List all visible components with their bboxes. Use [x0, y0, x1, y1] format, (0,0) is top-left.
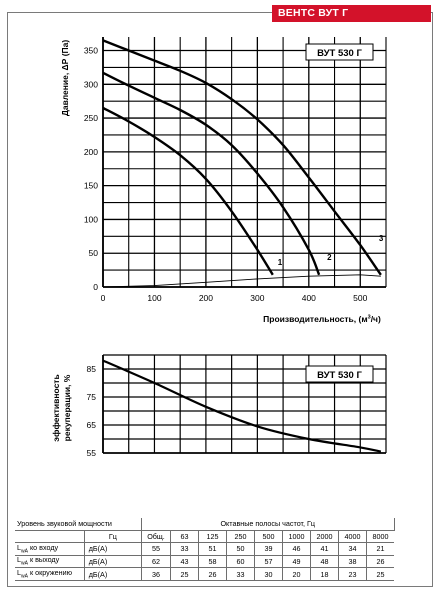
y-tick-label: 150: [84, 181, 98, 191]
y-tick-label: 85: [87, 364, 97, 374]
x-tick-label: 100: [147, 293, 161, 303]
table-cell: 46: [282, 542, 311, 556]
table-cell: 26: [198, 567, 227, 581]
table-row: LwA ко входу дБ(А) 55 33 51 50 39 46 41 34 21: [15, 542, 394, 556]
pressure-chart: 1 2 3 0 50 100 150 200 250 300 350 0 100 200 300 400 50…: [60, 37, 387, 324]
model-label-box: [305, 365, 374, 383]
system-curve: [102, 274, 381, 288]
table-cell: 41: [310, 542, 339, 556]
col-header: 8000: [366, 529, 394, 544]
unit-header: Гц: [83, 529, 143, 544]
table-cell: 39: [254, 542, 283, 556]
x-axis-label-part: Производительность, (м: [263, 314, 367, 324]
y-tick-label: 0: [93, 282, 98, 292]
col-header: 1000: [282, 529, 311, 544]
efficiency-chart: 55 65 75 85 эффективность рекуперации, % ВУ…: [51, 354, 387, 458]
table-cell: 51: [198, 542, 227, 556]
table-cell: 21: [366, 542, 394, 556]
y-axis-label: Давление, ΔР (Па): [60, 40, 70, 117]
row-unit: дБ(А): [83, 542, 143, 556]
y-tick-label: 200: [84, 147, 98, 157]
model-label: ВУТ 530 Г: [317, 48, 362, 59]
row-label: LwA к окружению: [15, 567, 85, 581]
table-cell: 57: [254, 554, 283, 569]
table-cell: 33: [226, 567, 255, 581]
table-cell: 38: [338, 554, 367, 569]
row-unit: дБ(А): [83, 554, 143, 569]
row-label: LwA к выходу: [15, 554, 85, 569]
x-axis-label: Производительность, (м3/ч): [263, 314, 381, 324]
x-tick-label: 300: [250, 293, 264, 303]
curve-label: 2: [327, 253, 332, 262]
col-header: 250: [226, 529, 255, 544]
x-axis-label-end: /ч): [371, 314, 381, 324]
row-label: LwA ко входу: [15, 542, 85, 556]
table-cell: 25: [170, 567, 199, 581]
model-label: ВУТ 530 Г: [317, 370, 362, 381]
col-header: 2000: [310, 529, 339, 544]
table-title: Уровень звуковой мощности: [15, 518, 142, 531]
col-header: 500: [254, 529, 283, 544]
col-header: 4000: [338, 529, 367, 544]
table-cell: 60: [226, 554, 255, 569]
x-axis-label-sup: 3: [368, 315, 371, 321]
y-tick-label: 250: [84, 113, 98, 123]
page-frame: [7, 12, 433, 587]
table-header-row: Уровень звуковой мощности Октавные полос…: [15, 518, 395, 531]
table-cell: 48: [310, 554, 339, 569]
curve-label: 3: [379, 234, 384, 243]
grid: [102, 354, 387, 454]
table-cell: 43: [170, 554, 199, 569]
table-cell: 26: [366, 554, 394, 569]
y-tick-label: 300: [84, 79, 98, 89]
table-cell: 58: [198, 554, 227, 569]
fan-curve-3: [102, 39, 382, 276]
y-tick-label: 100: [84, 214, 98, 224]
table-cell: 55: [141, 542, 171, 556]
row-unit: дБ(А): [83, 567, 143, 581]
table-cell: 34: [338, 542, 367, 556]
table-cell: 25: [366, 567, 394, 581]
curve-label: 1: [278, 258, 283, 267]
table-cell: 23: [338, 567, 367, 581]
table-columns-row: Гц Общ. 63 125 250 500 1000 2000 4000 80…: [15, 529, 394, 544]
col-header: Общ.: [141, 529, 171, 544]
y-tick-label: 55: [87, 448, 97, 458]
x-tick-label: 0: [101, 293, 106, 303]
curves: [102, 359, 382, 453]
fan-curve-2: [102, 71, 321, 276]
table-cell: 20: [282, 567, 311, 581]
y-tick-label: 350: [84, 46, 98, 56]
y-tick-label: 50: [89, 248, 99, 258]
grid: [102, 37, 387, 288]
x-tick-label: 400: [302, 293, 316, 303]
y-axis-label-line-2: рекуперации, %: [62, 374, 72, 441]
col-header: 125: [198, 529, 227, 544]
x-tick-label: 200: [199, 293, 213, 303]
fan-curve-1: [102, 106, 274, 276]
table-cell: 33: [170, 542, 199, 556]
model-label-box: [305, 43, 374, 61]
header-badge: ВЕНТС ВУТ Г: [272, 5, 431, 22]
y-tick-label: 75: [87, 392, 97, 402]
table-row: LwA к выходу дБ(А) 62 43 58 60 57 49 48 38 26: [15, 554, 394, 569]
table-cell: 30: [254, 567, 283, 581]
efficiency-curve: [102, 359, 382, 453]
x-tick-label: 500: [353, 293, 367, 303]
table-cell: 36: [141, 567, 171, 581]
band-title: Октавные полосы частот, Гц: [141, 518, 395, 531]
table-row: LwA к окружению дБ(А) 36 25 26 33 30 20 18 23 25: [15, 567, 394, 581]
table-cell: 62: [141, 554, 171, 569]
y-axis-label-line-1: эффективность: [51, 374, 61, 441]
sound-power-table: Уровень звуковой мощности Октавные полос…: [15, 518, 395, 581]
y-tick-label: 65: [87, 420, 97, 430]
table-cell: 18: [310, 567, 339, 581]
col-header: 63: [170, 529, 199, 544]
table-cell: 49: [282, 554, 311, 569]
table-cell: 50: [226, 542, 255, 556]
table-corner: [15, 529, 85, 544]
curves: 1 2 3: [102, 39, 384, 288]
